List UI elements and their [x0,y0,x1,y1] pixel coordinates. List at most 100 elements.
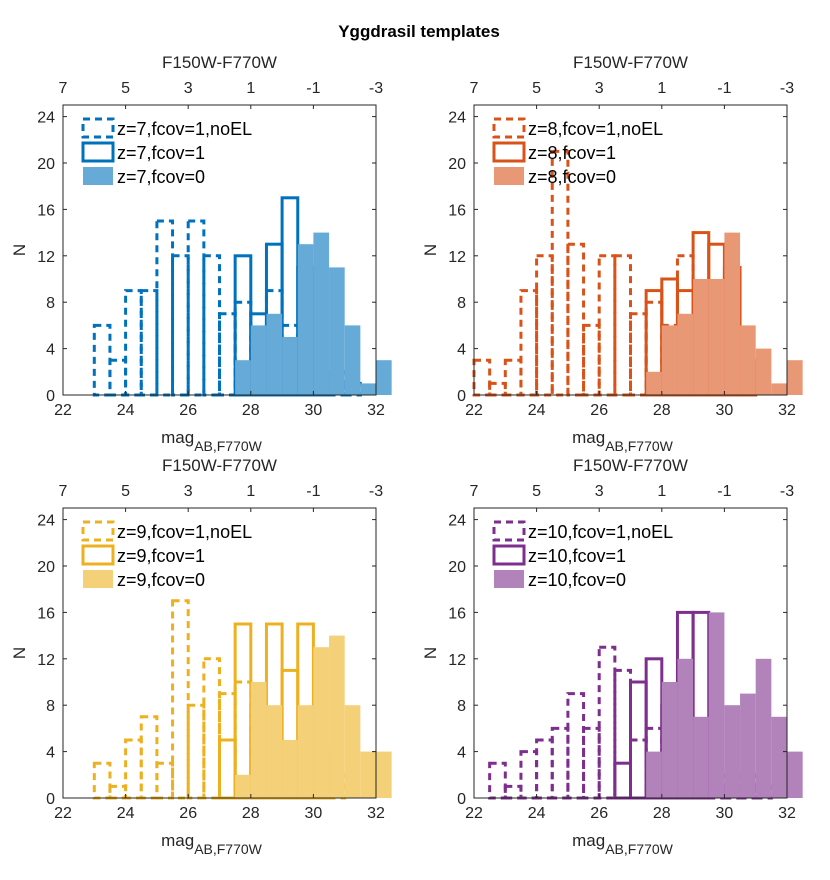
y-tick-label: 0 [46,388,55,405]
x-tick-label: 32 [778,402,796,419]
y-tick-label: 16 [37,605,55,622]
x-tick-label: 32 [778,805,796,822]
hist-bar-dashed [92,761,112,800]
hist-bar [313,232,330,395]
x-axis-label-main: mag [572,428,605,447]
x-axis-label-subscript: AB,F770W [194,841,262,857]
legend-label: z=9,fcov=0 [117,570,205,590]
hist-bar [661,682,678,798]
x-tick-label: 32 [367,402,385,419]
hist-bar-dashed [171,599,190,800]
hist-bar [297,244,314,395]
top-tick-label: 1 [246,80,255,97]
axes-box [62,507,377,799]
hist-bar-outline [613,761,632,800]
hist-bar [708,279,725,395]
y-tick-label: 8 [46,295,55,312]
top-axis-label: F150W-F770W [573,456,688,475]
hist-bar [771,383,787,395]
hist-bar-dashed [566,692,586,800]
hist-bar-dashed [139,289,159,397]
y-tick-label: 16 [448,605,466,622]
hist-bar-dashed [613,668,632,800]
hist-bar [235,774,251,798]
hist-bar [282,337,298,395]
y-tick-label: 12 [448,249,466,266]
y-tick-label: 0 [457,388,466,405]
hist-bar [646,371,662,395]
hist-bar [740,325,756,395]
top-tick-label: 3 [184,80,193,97]
hist-bar-dashed [171,254,190,397]
top-axis-label: F150W-F770W [162,456,277,475]
legend-label: z=10,fcov=1 [528,546,626,566]
hist-bar-dashed [108,358,128,397]
top-tick-label: 5 [121,483,130,500]
y-tick-label: 20 [37,156,55,173]
legend-label: z=7,fcov=1,noEL [117,119,252,139]
hist-bar-dashed [613,254,632,397]
hist-bar-dashed [629,738,648,800]
hist-bar [329,267,345,395]
hist-bar-dashed [629,312,648,397]
x-tick-label: 22 [54,805,72,822]
x-tick-label: 28 [242,805,260,822]
x-axis-label: magAB,F770W [161,428,263,454]
y-tick-label: 8 [457,698,466,715]
legend-swatch-filled [83,167,113,185]
x-axis-label-subscript: AB,F770W [605,438,673,454]
top-tick-label: 7 [59,483,68,500]
top-tick-label: -3 [780,80,794,97]
axes-box [473,104,788,396]
legend-swatch-outline [81,141,115,163]
hist-bar-dashed [124,738,143,800]
y-tick-label: 16 [448,202,466,219]
hist-bar [755,658,772,798]
hist-bar-dashed [503,358,523,397]
top-tick-label: 3 [184,483,193,500]
hist-bar-dashed [488,381,507,397]
y-tick-label: 24 [448,513,466,530]
hist-bar [297,705,314,798]
x-tick-label: 26 [590,805,608,822]
legend-swatch-dashed [81,117,115,139]
x-tick-label: 30 [716,805,734,822]
top-tick-label: -3 [780,483,794,500]
hist-bar [724,705,741,798]
y-tick-label: 24 [37,110,55,127]
hist-bar [693,716,709,798]
top-tick-label: 1 [657,483,666,500]
legend-swatch-outline [492,141,526,163]
x-tick-label: 30 [305,402,323,419]
hist-bar [677,658,694,798]
hist-bar [661,325,678,395]
hist-bar-dashed [566,242,586,397]
y-tick-label: 24 [448,110,466,127]
legend-label: z=9,fcov=1 [117,546,205,566]
x-tick-label: 22 [465,805,483,822]
x-tick-label: 22 [54,402,72,419]
y-axis-label: N [10,244,29,256]
y-tick-label: 4 [46,745,55,762]
hist-bar-dashed [124,289,143,397]
x-tick-label: 26 [179,805,197,822]
hist-bar [344,325,361,395]
x-axis-label-main: mag [161,831,194,850]
top-axis-label: F150W-F770W [162,53,277,72]
hist-bar-dashed [155,219,175,397]
hist-bar-dashed [186,219,206,397]
hist-bar-dashed [550,149,570,397]
legend-swatch-outline [81,544,115,566]
hist-bar [235,360,251,395]
x-tick-label: 28 [653,805,671,822]
hist-bar [313,647,330,798]
top-tick-label: 1 [246,483,255,500]
y-tick-label: 12 [448,652,466,669]
top-tick-label: -1 [306,80,320,97]
top-tick-label: 1 [657,80,666,97]
x-tick-label: 26 [179,402,197,419]
hist-bar-dashed [503,784,523,800]
legend-label: z=7,fcov=0 [117,167,205,187]
